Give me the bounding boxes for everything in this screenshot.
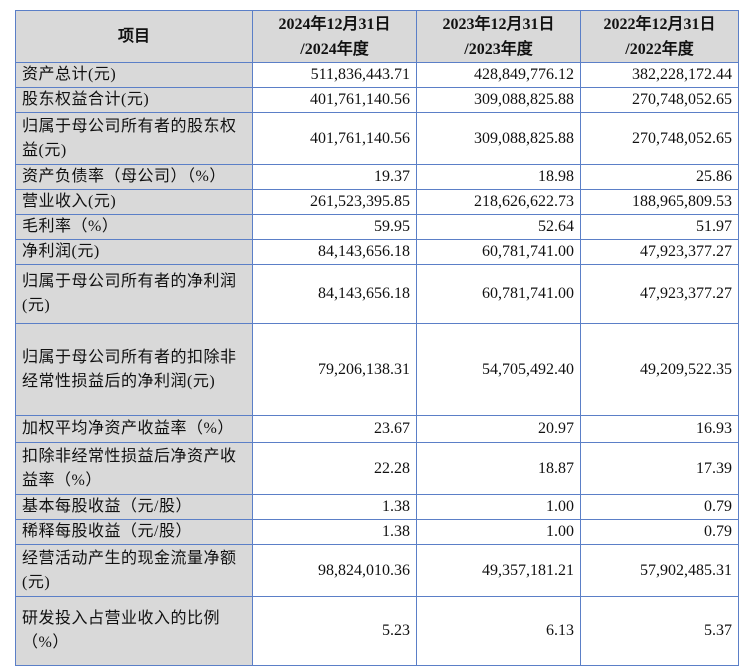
header-date: 2022年12月31日 [603, 15, 716, 33]
row-label: 稀释每股收益（元/股） [15, 519, 253, 545]
table-row: 扣除非经常性损益后净资产收益率（%） 22.28 18.87 17.39 [15, 442, 739, 495]
table-row: 基本每股收益（元/股） 1.38 1.00 0.79 [15, 494, 739, 520]
table-row: 资产总计(元) 511,836,443.71 428,849,776.12 382,2… [15, 62, 739, 88]
value-cell-2024: 84,143,656.18 [252, 264, 417, 324]
row-label: 研发投入占营业收入的比例（%） [15, 596, 253, 666]
table-row: 资产负债率（母公司）（%） 19.37 18.98 25.86 [15, 164, 739, 190]
value-cell-2024: 1.38 [252, 494, 417, 520]
value-cell-2023: 20.97 [416, 415, 581, 443]
value-cell-2022: 270,748,052.65 [580, 87, 739, 113]
value-cell-2023: 60,781,741.00 [416, 239, 581, 265]
table-row: 净利润(元) 84,143,656.18 60,781,741.00 47,923,3… [15, 239, 739, 265]
value-cell-2022: 51.97 [580, 214, 739, 240]
header-row: 项目 2024年12月31日/2024年度 2023年12月31日/2023年度… [15, 10, 739, 63]
value-cell-2023: 18.98 [416, 164, 581, 190]
value-cell-2024: 98,824,010.36 [252, 544, 417, 597]
value-cell-2024: 22.28 [252, 442, 417, 495]
row-label: 毛利率（%） [15, 214, 253, 240]
value-cell-2023: 1.00 [416, 494, 581, 520]
header-2023: 2023年12月31日/2023年度 [416, 10, 581, 63]
row-label: 基本每股收益（元/股） [15, 494, 253, 520]
header-2024: 2024年12月31日/2024年度 [252, 10, 417, 63]
value-cell-2022: 382,228,172.44 [580, 62, 739, 88]
value-cell-2024: 19.37 [252, 164, 417, 190]
value-cell-2022: 0.79 [580, 519, 739, 545]
table-row: 归属于母公司所有者的扣除非经常性损益后的净利润(元) 79,206,138.31 5… [15, 323, 739, 416]
header-year: /2022年度 [625, 40, 694, 58]
financial-data-table: 项目 2024年12月31日/2024年度 2023年12月31日/2023年度… [15, 10, 739, 666]
row-label: 资产总计(元) [15, 62, 253, 88]
value-cell-2022: 47,923,377.27 [580, 264, 739, 324]
header-2022: 2022年12月31日/2022年度 [580, 10, 739, 63]
value-cell-2024: 5.23 [252, 596, 417, 666]
row-label: 资产负债率（母公司）（%） [15, 164, 253, 190]
value-cell-2022: 17.39 [580, 442, 739, 495]
header-year: /2023年度 [464, 40, 533, 58]
value-cell-2024: 261,523,395.85 [252, 189, 417, 215]
value-cell-2024: 79,206,138.31 [252, 323, 417, 416]
value-cell-2023: 18.87 [416, 442, 581, 495]
row-label: 归属于母公司所有者的股东权益(元) [15, 112, 253, 165]
value-cell-2024: 84,143,656.18 [252, 239, 417, 265]
value-cell-2022: 5.37 [580, 596, 739, 666]
value-cell-2022: 0.79 [580, 494, 739, 520]
value-cell-2023: 309,088,825.88 [416, 112, 581, 165]
row-label: 经营活动产生的现金流量净额(元) [15, 544, 253, 597]
value-cell-2023: 309,088,825.88 [416, 87, 581, 113]
value-cell-2023: 6.13 [416, 596, 581, 666]
value-cell-2022: 47,923,377.27 [580, 239, 739, 265]
value-cell-2024: 401,761,140.56 [252, 112, 417, 165]
value-cell-2024: 1.38 [252, 519, 417, 545]
table-row: 研发投入占营业收入的比例（%） 5.23 6.13 5.37 [15, 596, 739, 666]
row-label: 净利润(元) [15, 239, 253, 265]
value-cell-2022: 49,209,522.35 [580, 323, 739, 416]
table-row: 营业收入(元) 261,523,395.85 218,626,622.73 188,9… [15, 189, 739, 215]
value-cell-2023: 52.64 [416, 214, 581, 240]
value-cell-2023: 218,626,622.73 [416, 189, 581, 215]
value-cell-2022: 16.93 [580, 415, 739, 443]
value-cell-2022: 270,748,052.65 [580, 112, 739, 165]
value-cell-2024: 23.67 [252, 415, 417, 443]
value-cell-2022: 25.86 [580, 164, 739, 190]
table-row: 加权平均净资产收益率（%） 23.67 20.97 16.93 [15, 415, 739, 443]
row-label: 归属于母公司所有者的扣除非经常性损益后的净利润(元) [15, 323, 253, 416]
row-label: 营业收入(元) [15, 189, 253, 215]
row-label: 归属于母公司所有者的净利润(元) [15, 264, 253, 324]
value-cell-2024: 511,836,443.71 [252, 62, 417, 88]
table-row: 经营活动产生的现金流量净额(元) 98,824,010.36 49,357,181.… [15, 544, 739, 597]
header-date: 2024年12月31日 [278, 15, 391, 33]
header-item: 项目 [15, 10, 253, 63]
row-label: 扣除非经常性损益后净资产收益率（%） [15, 442, 253, 495]
value-cell-2022: 188,965,809.53 [580, 189, 739, 215]
header-date: 2023年12月31日 [442, 15, 555, 33]
row-label: 股东权益合计(元) [15, 87, 253, 113]
table-row: 归属于母公司所有者的净利润(元) 84,143,656.18 60,781,741.… [15, 264, 739, 324]
table-row: 股东权益合计(元) 401,761,140.56 309,088,825.88 270… [15, 87, 739, 113]
value-cell-2023: 60,781,741.00 [416, 264, 581, 324]
value-cell-2023: 1.00 [416, 519, 581, 545]
table-row: 归属于母公司所有者的股东权益(元) 401,761,140.56 309,088,8… [15, 112, 739, 165]
table-row: 稀释每股收益（元/股） 1.38 1.00 0.79 [15, 519, 739, 545]
value-cell-2023: 54,705,492.40 [416, 323, 581, 416]
value-cell-2023: 428,849,776.12 [416, 62, 581, 88]
value-cell-2023: 49,357,181.21 [416, 544, 581, 597]
table-row: 毛利率（%） 59.95 52.64 51.97 [15, 214, 739, 240]
value-cell-2024: 59.95 [252, 214, 417, 240]
value-cell-2022: 57,902,485.31 [580, 544, 739, 597]
value-cell-2024: 401,761,140.56 [252, 87, 417, 113]
row-label: 加权平均净资产收益率（%） [15, 415, 253, 443]
header-year: /2024年度 [300, 40, 369, 58]
